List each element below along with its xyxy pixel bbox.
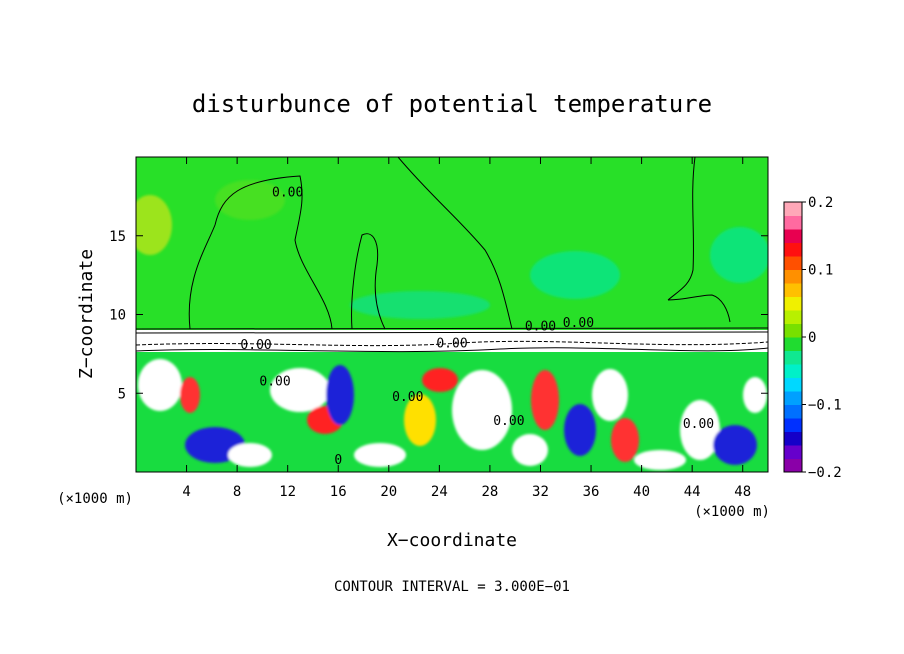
- interface-contours: [136, 327, 768, 353]
- colorbar-swatch: [784, 269, 802, 284]
- colorbar-tick-label: 0: [808, 330, 816, 346]
- colorbar-tick-label: 0.2: [808, 195, 833, 211]
- contour-label: 0.00: [436, 337, 467, 352]
- y-tick-label: 10: [109, 308, 126, 324]
- x-tick-label: 12: [279, 484, 296, 500]
- colorbar-tick-label: −0.2: [808, 465, 842, 481]
- colorbar-swatch: [784, 256, 802, 270]
- contour-label: 0.00: [493, 414, 524, 429]
- colorbar-swatch: [784, 364, 802, 378]
- colorbar-swatch: [784, 310, 802, 324]
- colorbar-swatch: [784, 350, 802, 365]
- colorbar-swatch: [784, 404, 802, 419]
- y-axis-label: Z−coordinate: [76, 249, 97, 379]
- contour-labels: 0.00 0.00 0.00 0.00 0.00 0.00 0.00 0.00 0.00 0: [240, 185, 714, 468]
- colorbar-swatch: [784, 337, 802, 351]
- x-tick-label: 28: [481, 484, 498, 500]
- x-tick-label: 24: [431, 484, 448, 500]
- colorbar-swatch: [784, 283, 802, 297]
- y-axis: 5 10 15: [109, 229, 768, 402]
- colorbar-tick-label: 0.1: [808, 263, 833, 279]
- contour-interval-note: CONTOUR INTERVAL = 3.000E−01: [334, 579, 570, 595]
- x-tick-label: 36: [583, 484, 600, 500]
- x-tick-label: 16: [330, 484, 347, 500]
- x-tick-label: 4: [182, 484, 190, 500]
- x-unit-left: (×1000 m): [57, 491, 133, 507]
- x-tick-label: 40: [633, 484, 650, 500]
- contour-label: 0.00: [272, 185, 303, 200]
- colorbar: 0.2 0.1 0 −0.1 −0.2: [783, 195, 842, 481]
- colorbar-tick-label: −0.1: [808, 398, 842, 414]
- turbulent-patches: [138, 359, 767, 470]
- colorbar-swatch: [784, 215, 802, 230]
- contour-label: 0.00: [392, 390, 423, 405]
- contour-label: 0.00: [259, 374, 290, 389]
- contour-label: 0.00: [683, 417, 714, 432]
- y-tick-label: 5: [118, 386, 126, 402]
- plot-area: [136, 157, 768, 472]
- x-unit-right: (×1000 m): [694, 504, 770, 520]
- x-tick-label: 20: [380, 484, 397, 500]
- interface-band: [136, 330, 768, 352]
- contour-label: 0.00: [240, 338, 271, 353]
- colorbar-swatch: [784, 323, 802, 338]
- colorbar-swatch: [784, 391, 802, 405]
- contour-label: 0: [334, 453, 342, 468]
- colorbar-swatch: [784, 202, 802, 216]
- colorbar-swatch: [784, 242, 802, 257]
- y-tick-label: 15: [109, 229, 126, 245]
- x-axis-label: X−coordinate: [387, 530, 517, 551]
- contour-label: 0.00: [563, 316, 594, 331]
- colorbar-swatch: [784, 458, 802, 473]
- colorbar-swatch: [784, 431, 802, 446]
- colorbar-swatch: [784, 445, 802, 459]
- colorbar-swatch: [784, 377, 802, 392]
- colorbar-swatch: [784, 418, 802, 432]
- colorbar-swatch: [784, 229, 802, 243]
- x-tick-label: 48: [734, 484, 751, 500]
- upper-patches: [136, 180, 768, 319]
- x-tick-label: 44: [684, 484, 701, 500]
- chart-title: disturbunce of potential temperature: [192, 90, 712, 118]
- x-tick-label: 32: [532, 484, 549, 500]
- x-tick-label: 8: [233, 484, 241, 500]
- colorbar-swatch: [784, 296, 802, 311]
- contour-label: 0.00: [525, 319, 556, 334]
- x-axis: 4 8 12 16 20 24 28 32 36 40 44 48: [182, 157, 751, 500]
- zero-contours: [188, 157, 731, 330]
